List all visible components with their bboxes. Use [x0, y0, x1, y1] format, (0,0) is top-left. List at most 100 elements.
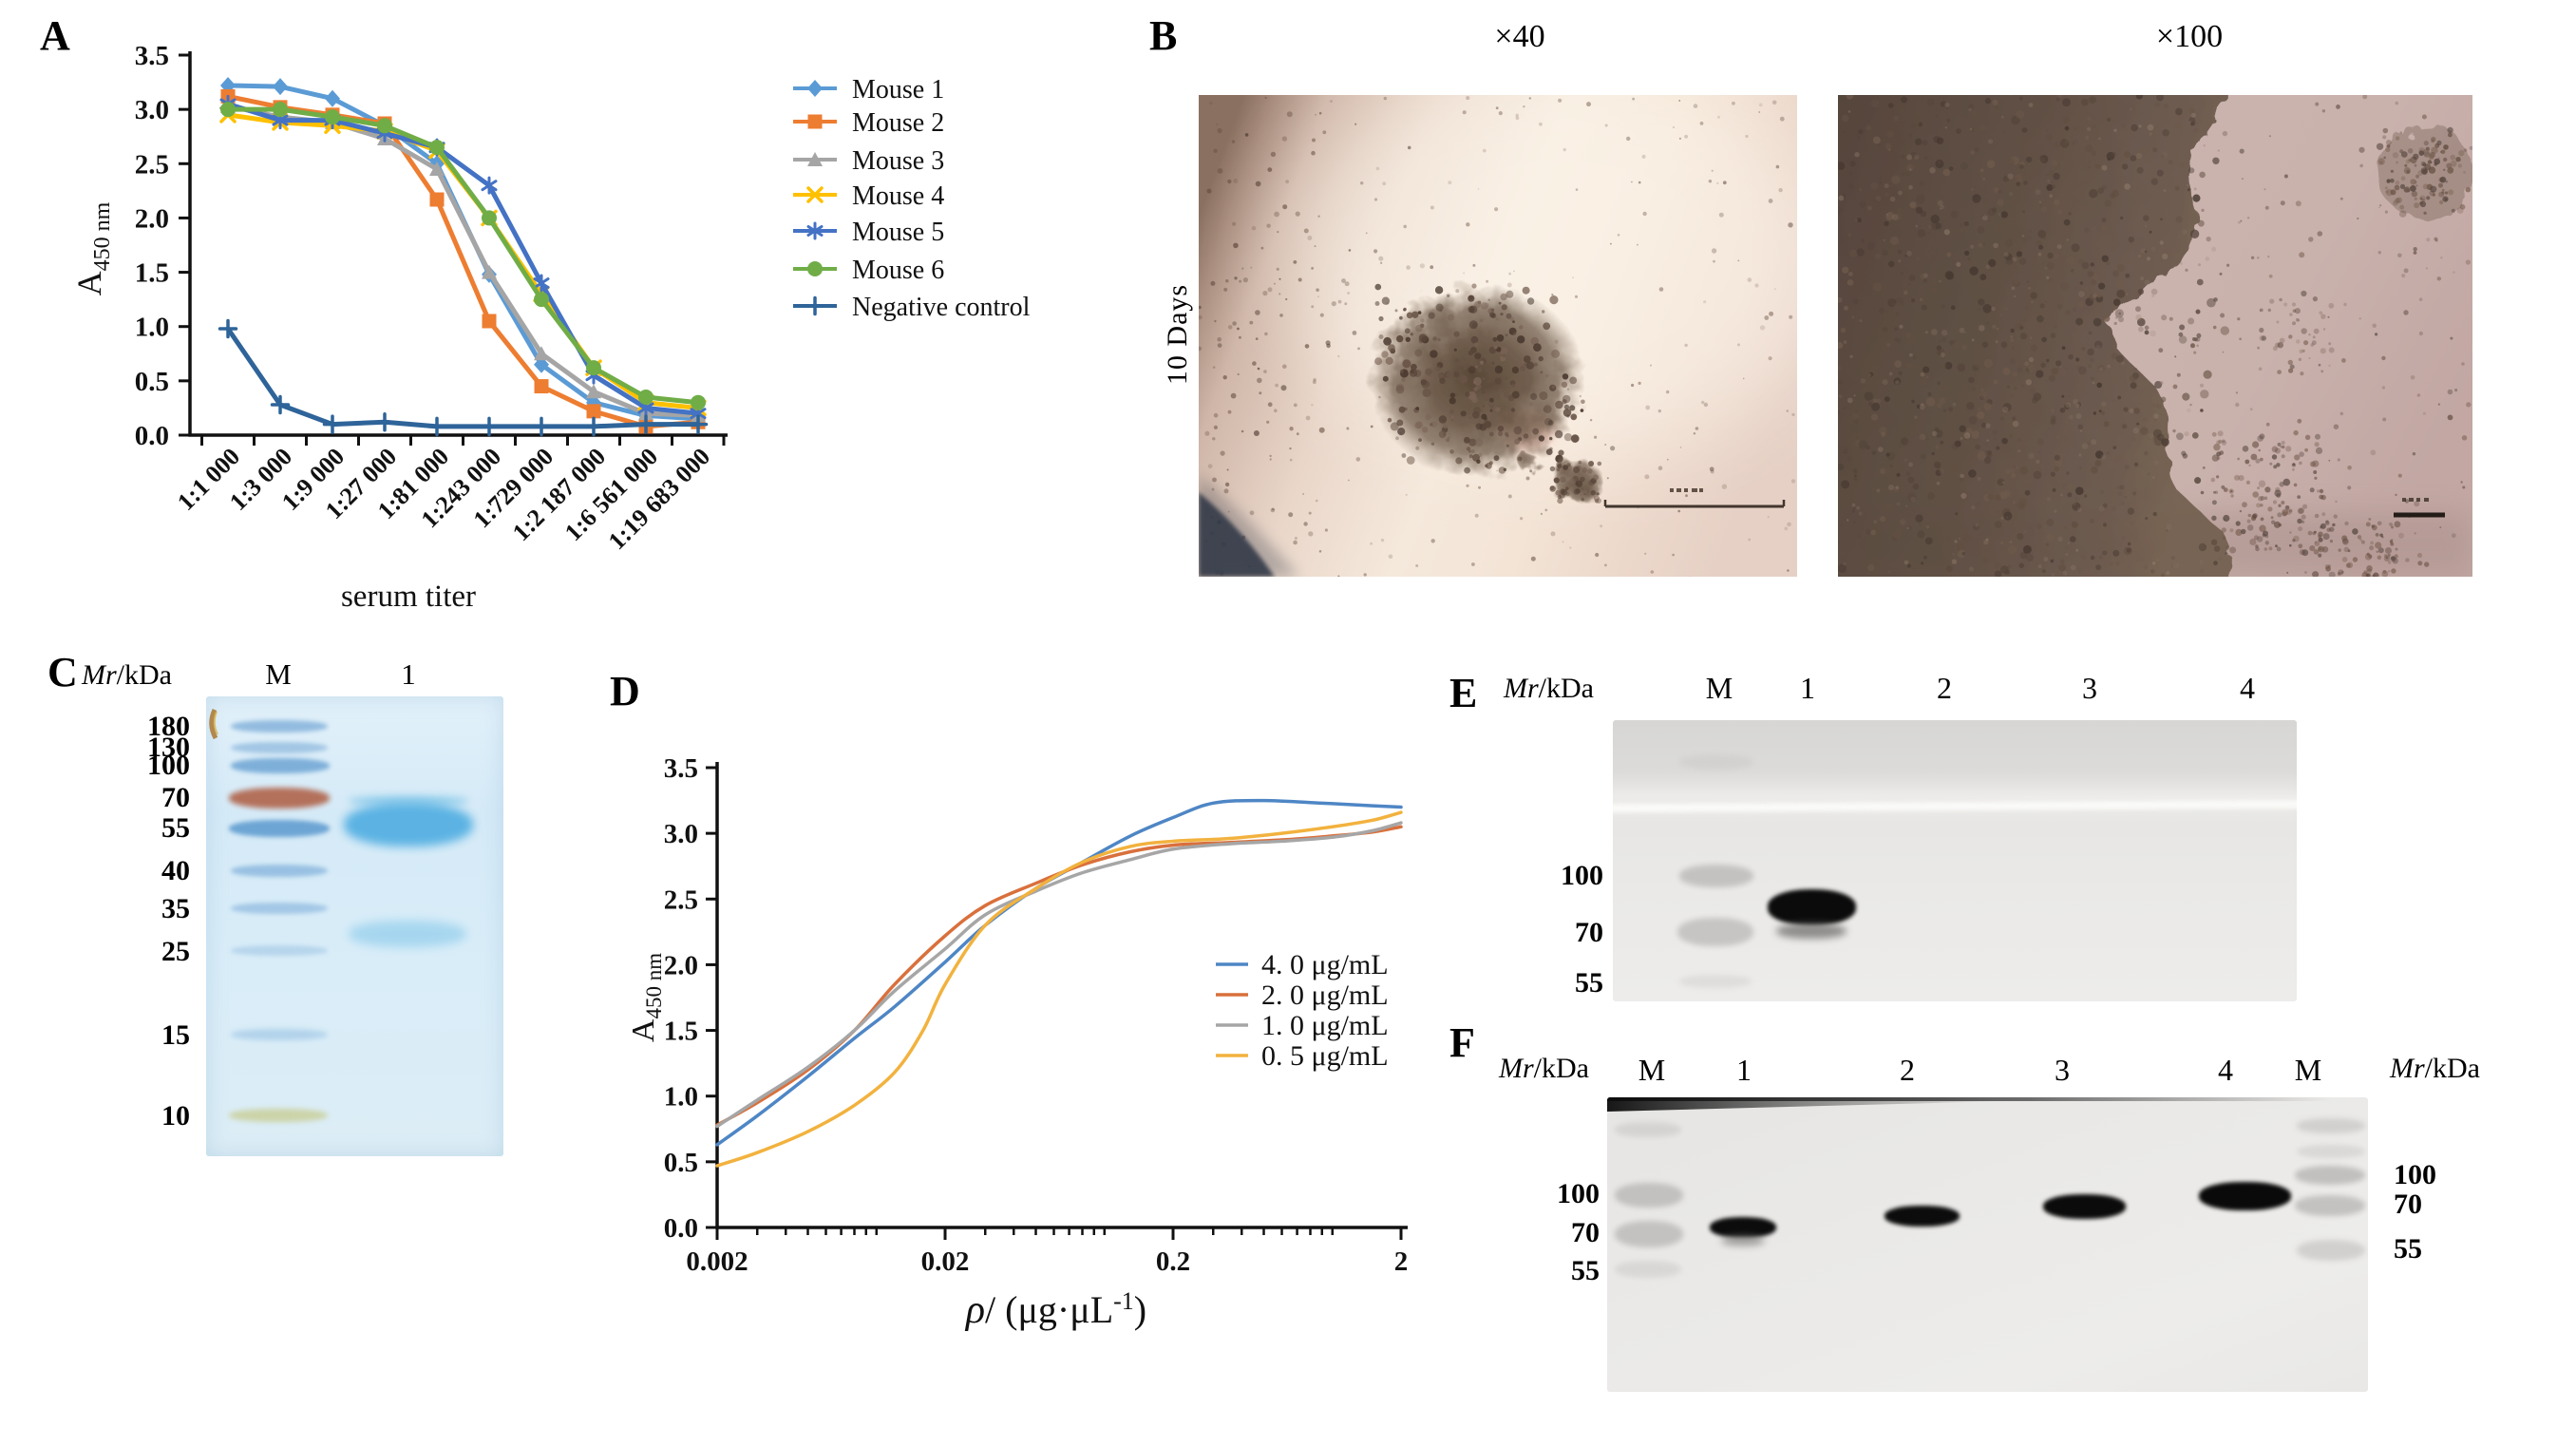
y-tick-label: 0.0 [664, 1213, 698, 1244]
lane-label: 4 [2240, 671, 2255, 705]
blot-dark-wedge [1607, 1097, 2016, 1112]
legend-label: Mouse 5 [852, 218, 944, 247]
lane-label: 1 [1736, 1053, 1752, 1087]
series-line [225, 326, 701, 429]
lane-label: 2 [1937, 671, 1952, 705]
x-tick-label: 2 [1394, 1246, 1409, 1277]
blot-white-streak [1613, 799, 2297, 813]
speckle-layer [1199, 96, 1796, 577]
panel-label-f: F [1449, 1019, 1475, 1066]
molecular-weight-units-label: Mr/kDa [2390, 1053, 2480, 1085]
protein-band [231, 903, 328, 914]
kda-text: /kDa [116, 659, 172, 691]
western-blot-f [1607, 1097, 2368, 1392]
protein-band [231, 720, 328, 733]
y-tick-label: 3.5 [664, 753, 698, 784]
micrograph-100x [1838, 95, 2472, 577]
kda-text: /kDa [1533, 1053, 1589, 1084]
molecular-weight-units-label: Mr/kDa [1504, 673, 1594, 705]
panel-label-b: B [1149, 12, 1178, 59]
legend-label: 0. 5 μg/mL [1261, 1040, 1389, 1072]
protein-band [1768, 889, 1856, 925]
series-line [225, 83, 701, 422]
sds-page-gel [206, 696, 503, 1156]
y-tick-label: 1.5 [135, 258, 169, 289]
legend-label: Mouse 3 [852, 146, 944, 176]
timepoint-label: 10 Days [1162, 283, 1193, 386]
loose-colony [2376, 124, 2472, 219]
series-line [225, 101, 701, 416]
y-tick-label: 2.5 [135, 149, 169, 180]
mr-italic: Mr [1499, 1053, 1534, 1084]
scale-bar [1603, 488, 1786, 508]
magnification-100x-label: ×100 [2155, 19, 2224, 54]
western-blot-e [1613, 720, 2297, 1001]
protein-band [231, 742, 328, 753]
protein-band [2199, 1182, 2291, 1210]
marker-weight-label: 100 [1561, 860, 1603, 891]
x-axis-title: ρ/ (μg·μL-1) [964, 1287, 1146, 1332]
panel-label-e: E [1449, 670, 1478, 716]
series-curve [715, 810, 1403, 1168]
scale-bar [2394, 498, 2445, 518]
legend-label: Mouse 4 [852, 181, 944, 211]
lane-label: 1 [401, 657, 416, 691]
marker-weight-label: 15 [161, 1019, 190, 1051]
y-tick-label: 1.0 [664, 1082, 698, 1113]
lane-label: 4 [2218, 1053, 2233, 1087]
cell-mass [1838, 95, 2238, 577]
marker-weight-label: 55 [1575, 967, 1603, 999]
kda-text: /kDa [1538, 673, 1594, 704]
lane-label: M [1705, 671, 1733, 705]
protein-band [229, 820, 330, 837]
legend-label: Mouse 6 [852, 256, 944, 285]
marker-weight-label: 100 [1557, 1178, 1600, 1209]
y-tick-label: 3.5 [135, 41, 169, 71]
y-tick-label: 1.5 [664, 1017, 698, 1047]
y-tick-label: 0.5 [135, 367, 169, 397]
protein-band [1615, 1122, 1681, 1137]
cell-colony [1369, 283, 1585, 477]
protein-band [1776, 923, 1847, 939]
y-tick-label: 0.0 [135, 421, 169, 451]
marker-weight-label: 55 [2394, 1233, 2422, 1265]
x-tick-label: 0.02 [921, 1246, 970, 1277]
protein-band [2297, 1145, 2365, 1158]
y-tick-label: 2.0 [135, 203, 169, 234]
kda-text: /kDa [2424, 1053, 2480, 1084]
protein-band [231, 1029, 328, 1040]
lane-label: 3 [2082, 671, 2097, 705]
series-line [225, 106, 701, 406]
protein-band [1710, 1217, 1776, 1238]
y-tick-label: 0.5 [664, 1148, 698, 1178]
lane-label: 3 [2055, 1053, 2070, 1087]
protein-band [1679, 754, 1753, 770]
protein-band [1615, 1221, 1683, 1247]
protein-band [344, 803, 473, 847]
lane-label: M [1638, 1053, 1666, 1087]
legend-label: 2. 0 μg/mL [1261, 980, 1389, 1011]
marker-weight-label: 55 [161, 812, 190, 844]
marker-weight-label: 55 [1571, 1255, 1600, 1286]
protein-band [1677, 918, 1753, 946]
marker-weight-label: 130 [147, 732, 190, 763]
magnification-40x-label: ×40 [1494, 19, 1545, 54]
legend-label: Mouse 1 [852, 75, 944, 105]
marker-weight-label: 25 [161, 936, 190, 967]
legend-label: 4. 0 μg/mL [1261, 949, 1389, 980]
protein-band [2297, 1118, 2365, 1133]
y-axis-title: A450 nm [626, 953, 666, 1042]
legend-label: Negative control [852, 293, 1031, 322]
protein-band [2043, 1194, 2126, 1219]
y-tick-label: 1.0 [135, 313, 169, 343]
protein-band [231, 865, 328, 877]
legend-label: Mouse 2 [852, 108, 944, 138]
marker-weight-label: 70 [1575, 917, 1603, 948]
y-axis-title: A450 nm [70, 201, 115, 295]
protein-band [231, 758, 330, 773]
marker-weight-label: 100 [2394, 1159, 2436, 1190]
marker-weight-label: 70 [161, 782, 190, 813]
marker-weight-label: 35 [161, 893, 190, 924]
